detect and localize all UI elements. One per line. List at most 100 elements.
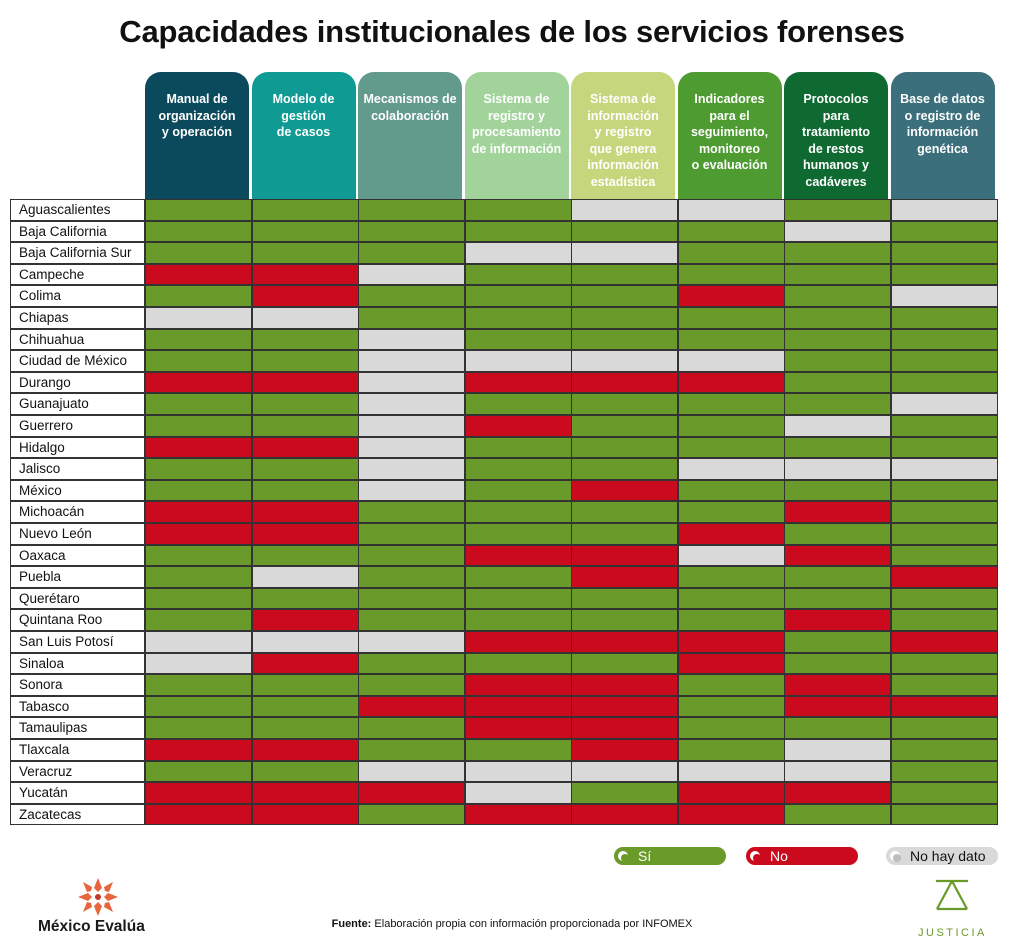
- cell-si: [571, 263, 678, 286]
- cell-si: [784, 566, 891, 588]
- cell-si: [677, 263, 785, 286]
- cell-no: [464, 415, 572, 437]
- cell-si: [571, 523, 678, 545]
- cell-no: [890, 631, 998, 653]
- state-label: Sinaloa: [10, 652, 145, 675]
- table-row: Hidalgo: [10, 436, 998, 459]
- cell-nd: [358, 328, 465, 351]
- cell-si: [251, 674, 359, 696]
- cell-si: [890, 501, 998, 523]
- state-label: México: [10, 479, 145, 502]
- table-row: Chihuahua: [10, 328, 998, 351]
- cell-no: [890, 566, 998, 588]
- chart-title: Capacidades institucionales de los servi…: [119, 14, 905, 49]
- table-row: Baja California Sur: [10, 242, 998, 264]
- cell-si: [464, 652, 572, 675]
- cell-si: [784, 803, 891, 826]
- cell-si: [677, 393, 785, 415]
- cell-nd: [571, 350, 678, 372]
- cell-nd: [251, 566, 359, 588]
- cell-si: [251, 458, 359, 480]
- cell-si: [784, 652, 891, 675]
- cell-si: [677, 739, 785, 761]
- cell-no: [677, 631, 785, 653]
- cell-si: [677, 566, 785, 588]
- table-row: Veracruz: [10, 760, 998, 783]
- cell-no: [464, 631, 572, 653]
- cell-nd: [358, 415, 465, 437]
- cell-si: [358, 285, 465, 307]
- table-row: Durango: [10, 371, 998, 394]
- column-header: Indicadores para el seguimiento, monitor…: [677, 72, 782, 199]
- cell-si: [251, 242, 359, 264]
- cell-nd: [890, 393, 998, 415]
- cell-si: [571, 609, 678, 631]
- cell-si: [464, 501, 572, 523]
- state-label: Sonora: [10, 674, 145, 696]
- cell-no: [145, 436, 252, 459]
- cell-si: [358, 587, 465, 610]
- cell-si: [677, 695, 785, 718]
- state-label: Durango: [10, 371, 145, 394]
- cell-nd: [358, 371, 465, 394]
- cell-no: [251, 652, 359, 675]
- cell-si: [571, 415, 678, 437]
- cell-si: [464, 609, 572, 631]
- cell-no: [784, 544, 891, 567]
- cell-nd: [358, 479, 465, 502]
- cell-si: [464, 479, 572, 502]
- cell-si: [677, 220, 785, 243]
- cell-nd: [145, 307, 252, 329]
- source-label: Fuente:: [331, 918, 372, 930]
- cell-no: [251, 609, 359, 631]
- cell-si: [890, 415, 998, 437]
- table-row: Jalisco: [10, 458, 998, 480]
- cell-si: [464, 436, 572, 459]
- table-row: Sinaloa: [10, 652, 998, 675]
- state-label: San Luis Potosí: [10, 631, 145, 653]
- cell-si: [890, 220, 998, 243]
- cell-no: [464, 371, 572, 394]
- column-headers: Manual de organización y operación Modelo…: [145, 72, 997, 199]
- cell-nd: [784, 739, 891, 761]
- cell-si: [677, 587, 785, 610]
- cell-si: [358, 803, 465, 826]
- cell-si: [571, 587, 678, 610]
- cell-si: [784, 631, 891, 653]
- cell-si: [784, 523, 891, 545]
- cell-si: [677, 307, 785, 329]
- cell-nd: [571, 199, 678, 221]
- state-label: Colima: [10, 285, 145, 307]
- cell-no: [784, 695, 891, 718]
- cell-si: [145, 242, 252, 264]
- state-label: Nuevo León: [10, 523, 145, 545]
- cell-si: [251, 717, 359, 739]
- state-label: Veracruz: [10, 760, 145, 783]
- cell-nd: [145, 652, 252, 675]
- cell-nd: [571, 242, 678, 264]
- legend-si-marker: [616, 849, 630, 863]
- cell-si: [464, 566, 572, 588]
- cell-nd: [358, 393, 465, 415]
- cell-si: [890, 717, 998, 739]
- cell-no: [784, 674, 891, 696]
- cell-si: [145, 199, 252, 221]
- legend-no-label: No: [770, 848, 788, 864]
- cell-si: [571, 307, 678, 329]
- cell-nd: [677, 199, 785, 221]
- table-row: Zacatecas: [10, 803, 998, 826]
- state-label: Zacatecas: [10, 803, 145, 826]
- cell-nd: [464, 782, 572, 804]
- cell-no: [358, 695, 465, 718]
- cell-no: [677, 652, 785, 675]
- cell-si: [571, 393, 678, 415]
- column-header: Manual de organización y operación: [145, 72, 249, 199]
- cell-no: [784, 782, 891, 804]
- cell-no: [784, 609, 891, 631]
- cell-no: [464, 717, 572, 739]
- cell-si: [464, 199, 572, 221]
- cell-si: [784, 350, 891, 372]
- cell-si: [145, 566, 252, 588]
- table-row: Tabasco: [10, 695, 998, 718]
- cell-si: [251, 760, 359, 783]
